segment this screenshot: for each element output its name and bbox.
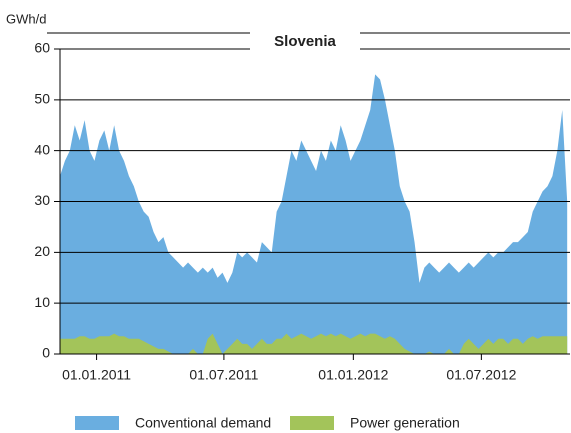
y-axis-label: GWh/d xyxy=(6,11,46,26)
chart-title: Slovenia xyxy=(274,33,336,50)
legend-label: Power generation xyxy=(350,415,460,431)
legend-swatch xyxy=(75,416,119,430)
y-tick-label: 10 xyxy=(34,294,50,310)
y-tick-label: 20 xyxy=(34,243,50,259)
x-tick-label: 01.01.2012 xyxy=(318,367,388,383)
legend-swatch xyxy=(290,416,334,430)
plot: 0 10 20 30 40 50 60 01.01.2011 01.07.2011 01.01.2… xyxy=(34,40,570,383)
y-tick-label: 40 xyxy=(34,141,50,157)
title-bg xyxy=(250,32,360,54)
y-tick-label: 0 xyxy=(42,345,50,361)
y-tick-label: 50 xyxy=(34,91,50,107)
x-tick-label: 01.07.2011 xyxy=(189,367,258,383)
series-area xyxy=(60,333,568,354)
legend-label: Conventional demand xyxy=(135,415,271,431)
y-tick-label: 60 xyxy=(34,40,50,56)
x-tick-label: 01.01.2011 xyxy=(62,367,131,383)
x-tick-label: 01.07.2012 xyxy=(446,367,516,383)
series-area xyxy=(60,74,568,355)
y-tick-label: 30 xyxy=(34,192,50,208)
